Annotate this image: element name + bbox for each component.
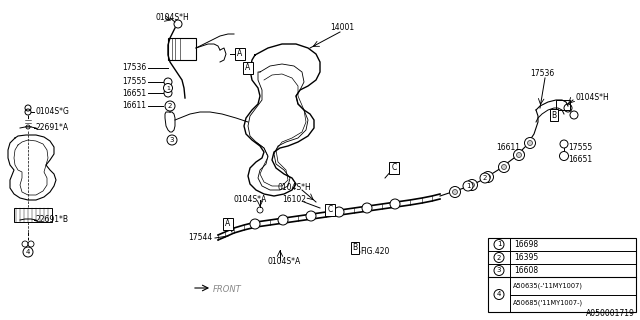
Text: C: C: [328, 205, 333, 214]
Text: 1: 1: [466, 183, 470, 189]
Text: 16395: 16395: [514, 253, 538, 262]
Circle shape: [499, 162, 509, 172]
Text: 14001: 14001: [330, 23, 354, 33]
Circle shape: [467, 180, 477, 190]
Circle shape: [278, 215, 288, 225]
Text: 22691*B: 22691*B: [35, 215, 68, 225]
Bar: [556, 100, 570, 110]
Circle shape: [494, 266, 504, 276]
Text: 16651: 16651: [122, 89, 146, 98]
Text: 16102: 16102: [282, 196, 306, 204]
Text: A: A: [225, 220, 230, 228]
Circle shape: [480, 173, 490, 183]
Text: 0104S*H: 0104S*H: [155, 13, 189, 22]
Text: 0104S*H: 0104S*H: [575, 93, 609, 102]
Text: 16611: 16611: [496, 143, 520, 153]
Text: FRONT: FRONT: [213, 285, 242, 294]
Text: 17555: 17555: [122, 77, 147, 86]
Circle shape: [494, 239, 504, 250]
Circle shape: [516, 153, 522, 157]
Text: B: B: [552, 110, 557, 119]
Circle shape: [390, 199, 400, 209]
Text: A050001719: A050001719: [586, 308, 635, 317]
Text: 0104S*G: 0104S*G: [35, 108, 69, 116]
Circle shape: [163, 84, 173, 92]
Text: 17555: 17555: [568, 143, 592, 153]
Text: 17536: 17536: [530, 69, 554, 78]
Bar: [488, 238, 636, 312]
Text: 16608: 16608: [514, 266, 538, 275]
Circle shape: [334, 207, 344, 217]
Text: 2: 2: [168, 103, 172, 109]
Circle shape: [486, 174, 490, 180]
Text: A: A: [245, 63, 251, 73]
Text: 16611: 16611: [122, 101, 146, 110]
Circle shape: [527, 140, 532, 146]
Text: 22691*A: 22691*A: [35, 124, 68, 132]
Text: 2: 2: [497, 254, 501, 260]
Text: B: B: [353, 244, 358, 252]
Circle shape: [525, 138, 536, 148]
Circle shape: [452, 189, 458, 195]
Text: 3: 3: [170, 137, 174, 143]
Circle shape: [250, 219, 260, 229]
Circle shape: [494, 252, 504, 262]
Text: A50685('11MY1007-): A50685('11MY1007-): [513, 300, 583, 307]
Text: 3: 3: [497, 268, 501, 274]
Text: A: A: [237, 50, 243, 59]
Bar: [14, 208, 52, 222]
Text: 2: 2: [483, 175, 487, 181]
Text: 1: 1: [166, 85, 170, 91]
Text: FIG.420: FIG.420: [360, 247, 389, 257]
Circle shape: [164, 78, 172, 86]
Circle shape: [513, 149, 525, 161]
Circle shape: [483, 172, 493, 182]
Circle shape: [494, 290, 504, 300]
Circle shape: [502, 164, 506, 170]
Text: 4: 4: [26, 249, 30, 255]
Circle shape: [23, 247, 33, 257]
Circle shape: [463, 181, 473, 191]
Text: 0104S*A: 0104S*A: [268, 258, 301, 267]
Text: 16698: 16698: [514, 240, 538, 249]
Circle shape: [449, 187, 461, 197]
Circle shape: [167, 135, 177, 145]
Circle shape: [362, 203, 372, 213]
Text: 17536: 17536: [122, 63, 147, 73]
Text: 0104S*A: 0104S*A: [234, 196, 267, 204]
Circle shape: [165, 101, 175, 111]
Text: 1: 1: [497, 242, 501, 247]
Text: A50635(-'11MY1007): A50635(-'11MY1007): [513, 283, 583, 289]
Text: 16651: 16651: [568, 156, 592, 164]
Text: C: C: [392, 164, 397, 172]
Bar: [168, 38, 196, 60]
Circle shape: [470, 182, 474, 188]
Text: 0104S*H: 0104S*H: [278, 183, 312, 193]
Text: 17544: 17544: [188, 234, 212, 243]
Circle shape: [306, 211, 316, 221]
Circle shape: [164, 89, 172, 97]
Text: 4: 4: [497, 292, 501, 298]
